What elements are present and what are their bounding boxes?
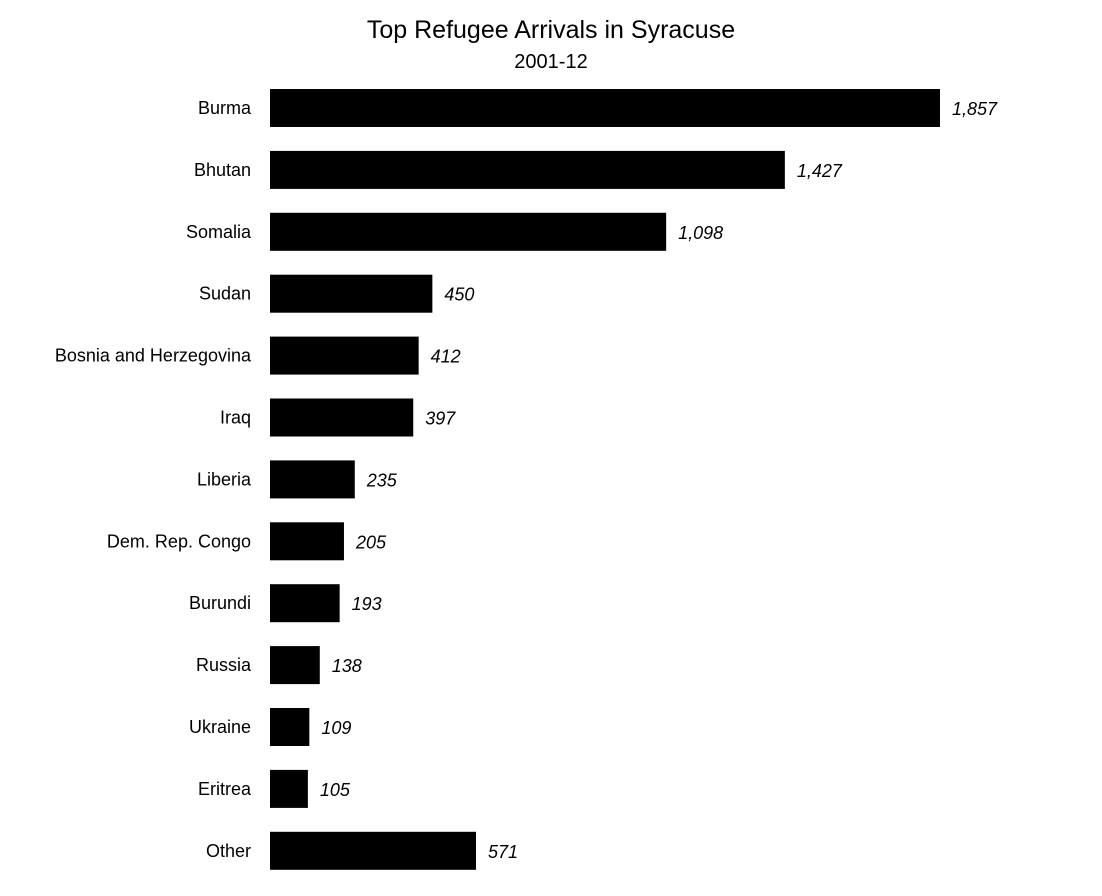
bar-burundi [270,584,340,623]
category-label: Iraq [220,408,251,428]
category-label: Burma [198,98,252,118]
bar-russia [270,646,320,685]
category-label: Bosnia and Herzegovina [55,346,252,366]
category-label: Somalia [186,222,252,242]
chart-title: Top Refugee Arrivals in Syracuse [366,16,736,44]
value-label: 105 [320,780,351,800]
value-label: 193 [352,594,382,614]
value-label: 138 [332,656,362,676]
value-label: 571 [488,842,518,862]
bar-ukraine [270,708,310,746]
category-label: Other [206,841,251,861]
bar-iraq [270,398,414,437]
bar-eritrea [270,769,308,808]
value-label: 1,427 [797,161,843,181]
category-label: Bhutan [194,160,251,180]
category-label: Eritrea [198,779,252,799]
chart-subtitle: 2001-12 [514,51,588,73]
bar-somalia [270,212,667,251]
bar-liberia [270,460,355,499]
category-label: Burundi [189,593,251,613]
bar-other [270,831,477,870]
value-label: 397 [425,409,456,429]
value-label: 412 [431,347,461,367]
value-label: 235 [366,470,398,490]
value-label: 109 [321,718,351,738]
category-label: Dem. Rep. Congo [107,531,251,551]
category-label: Liberia [197,469,252,489]
bar-sudan [270,274,433,313]
value-label: 450 [444,285,474,305]
category-label: Sudan [199,284,251,304]
value-label: 205 [355,532,387,552]
bar-dem-rep-congo [270,522,344,561]
bar-burma [270,89,940,127]
bar-bhutan [270,150,785,189]
bar-bosnia-and-herzegovina [270,336,419,375]
category-label: Russia [196,655,252,675]
value-label: 1,857 [952,99,998,119]
value-label: 1,098 [678,223,723,243]
category-label: Ukraine [189,717,251,737]
